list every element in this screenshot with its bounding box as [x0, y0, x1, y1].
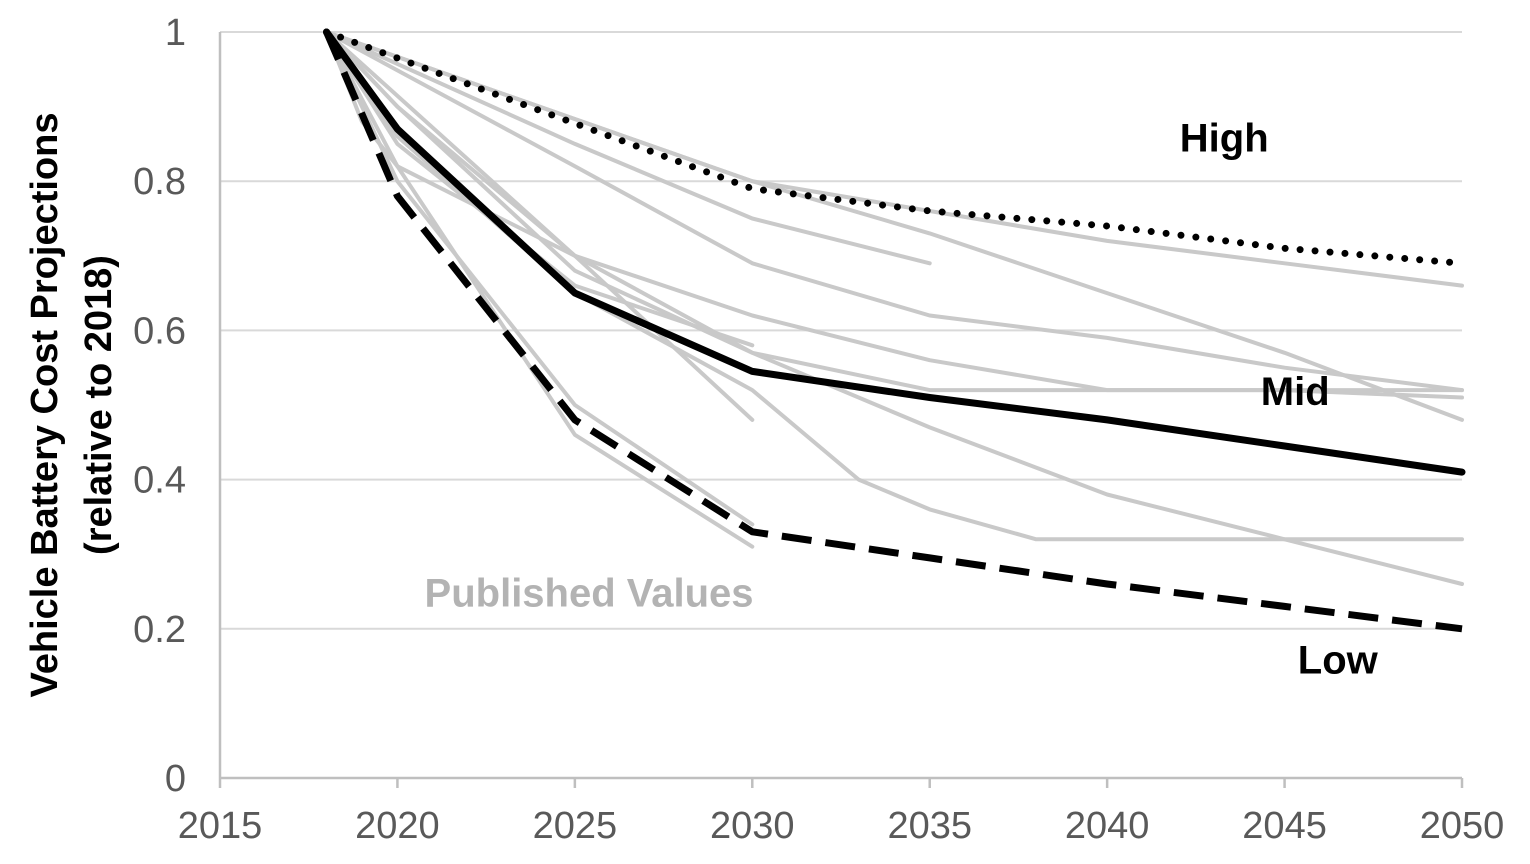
published-series-5: [324, 30, 1464, 393]
tick-labels: 2015 2020 2025 2030 2035 2040 2045 2050 0 0.2 0.4 0…: [133, 12, 1504, 847]
y-tick-label-4: 0.8: [133, 161, 186, 203]
x-tick-label-3: 2030: [710, 805, 795, 847]
y-axis-title-line-1: Vehicle Battery Cost Projections: [24, 113, 66, 698]
x-tick-label-0: 2015: [178, 805, 263, 847]
y-tick-label-5: 1: [165, 12, 186, 54]
y-axis-title-line-2: (relative to 2018): [78, 255, 120, 555]
published-series-8: [324, 30, 1464, 586]
axes: [218, 32, 1464, 788]
x-tick-label-4: 2035: [887, 805, 972, 847]
x-tick-label-2: 2025: [533, 805, 618, 847]
x-tick-label-7: 2050: [1420, 805, 1505, 847]
published-series-2: [324, 30, 932, 266]
published-series-0: [324, 30, 1464, 288]
x-tick-label-1: 2020: [355, 805, 440, 847]
y-tick-label-0: 0: [165, 758, 186, 800]
scenario-line-mid: [323, 28, 1466, 476]
published-series-1: [324, 30, 1464, 422]
y-tick-label-2: 0.4: [133, 460, 186, 502]
annotation-high: High: [1180, 116, 1269, 160]
x-tick-label-6: 2045: [1242, 805, 1327, 847]
scenario-line-high: [323, 28, 1466, 267]
y-tick-label-1: 0.2: [133, 609, 186, 651]
scenario-series-group: [323, 28, 1466, 633]
annotation-published-values: Published Values: [425, 571, 754, 615]
published-series-group: [324, 30, 1464, 586]
published-series-10: [324, 30, 755, 527]
annotations: High Mid Low Published Values: [425, 116, 1379, 682]
published-series-7: [324, 30, 755, 348]
annotation-mid: Mid: [1261, 370, 1330, 414]
scenario-line-low: [323, 30, 1463, 633]
x-tick-label-5: 2040: [1065, 805, 1150, 847]
y-tick-label-3: 0.6: [133, 310, 186, 352]
annotation-low: Low: [1298, 639, 1379, 683]
published-series-3: [324, 30, 1464, 393]
